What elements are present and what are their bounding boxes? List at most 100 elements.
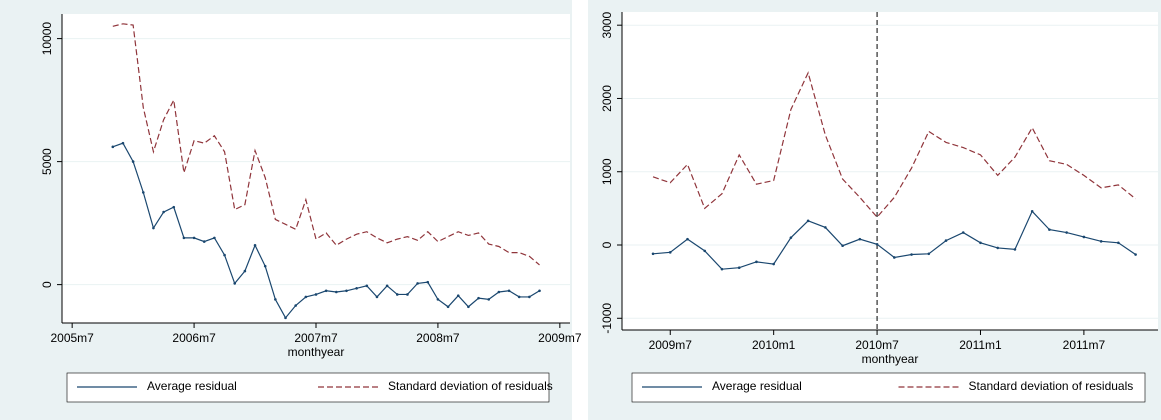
data-point: [304, 295, 308, 299]
data-point: [927, 252, 931, 256]
data-point: [651, 252, 655, 256]
data-point: [720, 267, 724, 271]
data-point: [365, 284, 369, 288]
data-point: [772, 262, 775, 266]
x-tick-label: 2010m1: [752, 338, 796, 352]
data-point: [263, 264, 267, 268]
x-axis-title: monthyear: [288, 345, 345, 359]
data-point: [141, 191, 145, 194]
x-tick-label: 2006m7: [172, 331, 216, 345]
series-line: [112, 23, 540, 266]
data-point: [335, 290, 338, 294]
data-point: [345, 289, 348, 293]
data-point: [517, 295, 521, 299]
data-point: [1134, 253, 1137, 256]
data-point: [1099, 240, 1103, 243]
data-point: [497, 290, 501, 294]
y-tick-label: -1000: [600, 303, 614, 334]
data-point: [385, 284, 389, 288]
data-point: [436, 298, 440, 301]
data-point: [1013, 248, 1017, 251]
data-point: [395, 293, 399, 296]
data-point: [131, 160, 135, 163]
legend-box: [631, 372, 1146, 403]
data-point: [703, 249, 707, 253]
data-point: [1117, 241, 1120, 245]
x-tick-label: 2011m7: [1063, 338, 1106, 352]
data-point: [507, 289, 511, 293]
data-point: [202, 240, 206, 243]
data-point: [182, 236, 186, 240]
data-point: [324, 289, 328, 293]
data-point: [979, 241, 982, 245]
data-point: [1030, 209, 1034, 213]
data-point: [824, 226, 827, 229]
data-point: [737, 266, 741, 270]
data-point: [538, 289, 541, 293]
y-tick-label: 0: [40, 281, 54, 288]
data-point: [274, 298, 277, 301]
plot-area: [622, 12, 1158, 330]
data-point: [253, 243, 257, 247]
data-point: [858, 237, 862, 241]
data-point: [875, 242, 879, 246]
data-point: [893, 256, 896, 259]
y-tick-label: 3000: [600, 12, 614, 39]
data-point: [152, 226, 155, 230]
legend-label: Average residual: [147, 379, 237, 393]
data-point: [162, 210, 165, 214]
data-point: [1048, 228, 1051, 231]
data-point: [111, 145, 115, 149]
legend-label: Average residual: [712, 379, 802, 393]
data-point: [806, 219, 810, 223]
data-point: [1082, 235, 1086, 239]
data-point: [944, 239, 948, 242]
data-point: [1065, 231, 1068, 234]
data-point: [961, 231, 965, 234]
data-point: [243, 269, 247, 273]
data-point: [456, 294, 460, 297]
y-tick-label: 0: [600, 241, 614, 248]
data-point: [375, 295, 379, 299]
data-point: [294, 304, 297, 307]
legend-label: Standard deviation of residuals: [388, 379, 553, 393]
data-point: [121, 141, 125, 145]
data-point: [996, 246, 1000, 250]
data-point: [755, 260, 758, 264]
data-point: [223, 253, 226, 257]
data-point: [284, 316, 287, 320]
data-point: [446, 305, 450, 309]
plot-area: [62, 14, 570, 323]
x-tick-label: 2011m1: [959, 338, 1002, 352]
y-tick-label: 10000: [40, 22, 54, 56]
data-point: [477, 296, 480, 300]
x-tick-label: 2009m7: [649, 338, 693, 352]
y-tick-label: 5000: [40, 148, 54, 175]
data-point: [426, 280, 430, 284]
x-axis-title: monthyear: [862, 352, 919, 366]
data-point: [213, 236, 216, 240]
data-point: [406, 293, 409, 296]
x-tick-label: 2010m7: [855, 338, 899, 352]
legend-label: Standard deviation of residuals: [969, 379, 1134, 393]
data-point: [314, 293, 318, 296]
x-tick-label: 2005m7: [50, 331, 94, 345]
data-point: [841, 244, 844, 248]
data-point: [467, 305, 470, 309]
data-point: [416, 282, 419, 285]
data-point: [668, 251, 672, 254]
x-tick-label: 2009m7: [538, 331, 582, 345]
y-tick-label: 2000: [600, 85, 614, 112]
data-point: [355, 287, 358, 290]
data-point: [789, 236, 793, 239]
data-point: [233, 282, 237, 285]
legend-box: [66, 372, 550, 403]
data-point: [172, 205, 176, 209]
data-point: [686, 237, 689, 241]
x-tick-label: 2008m7: [416, 331, 460, 345]
data-point: [192, 236, 196, 240]
x-tick-label: 2007m7: [294, 331, 338, 345]
data-point: [487, 298, 491, 301]
